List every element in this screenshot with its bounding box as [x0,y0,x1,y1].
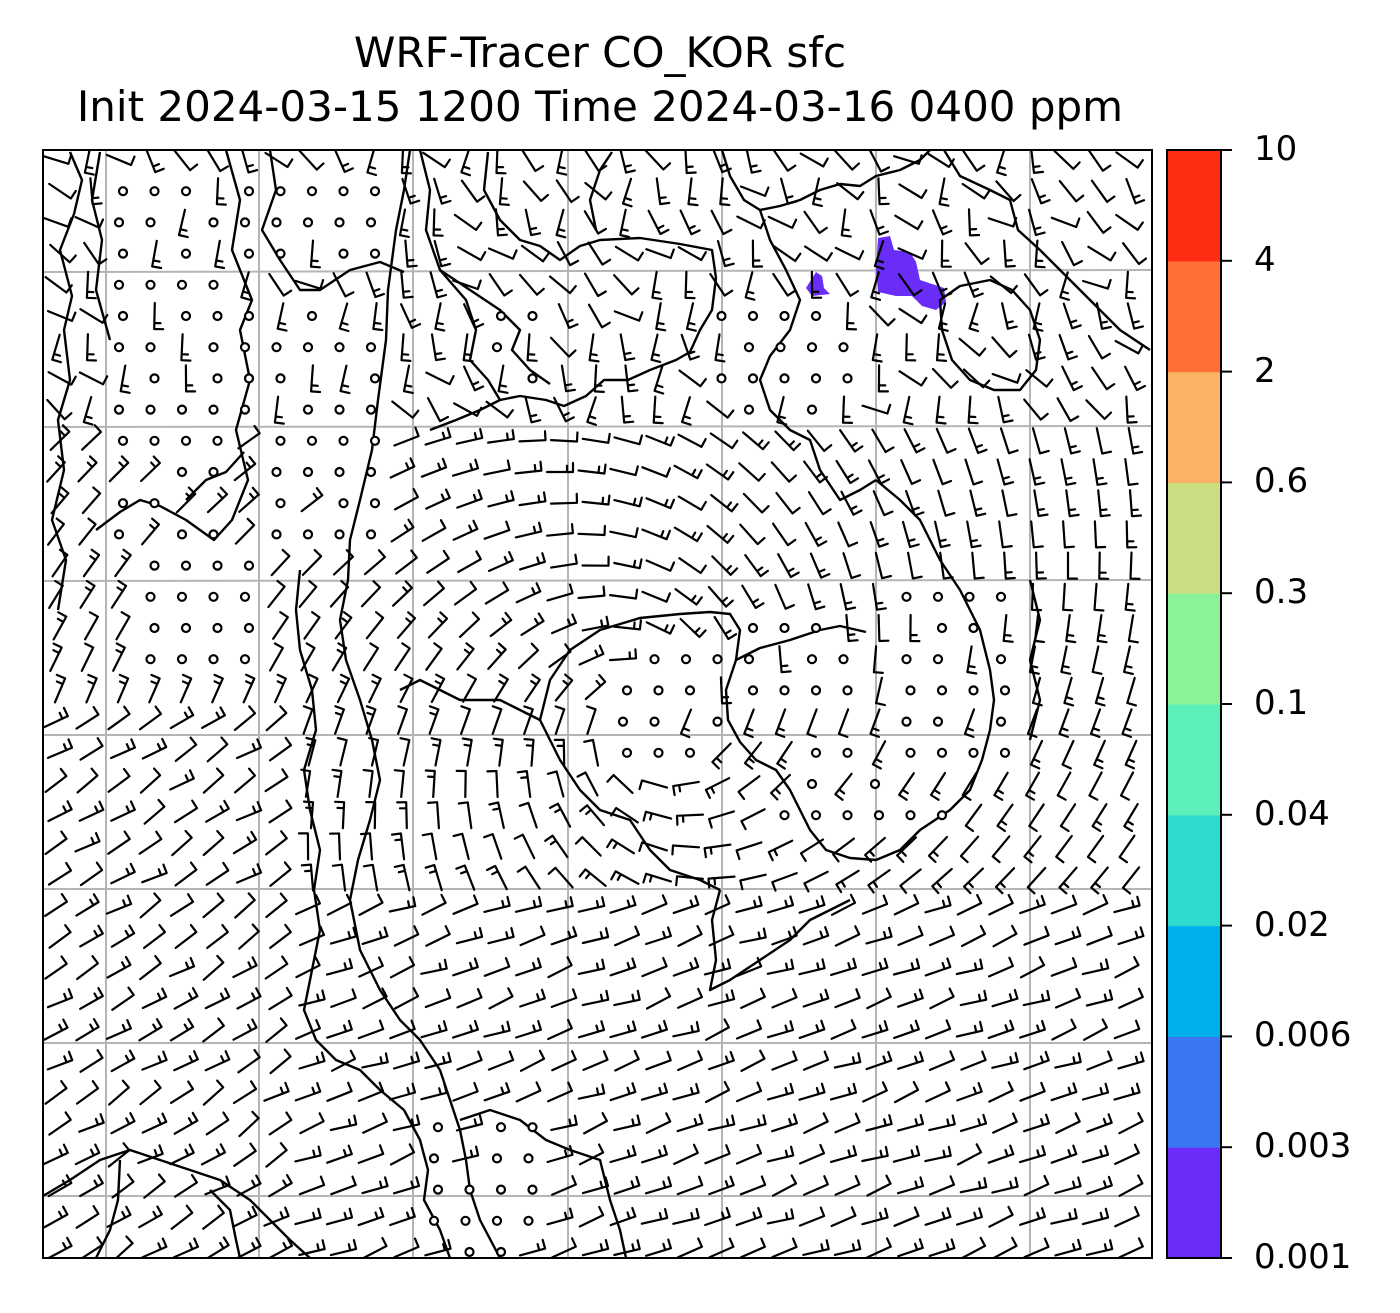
colorbar-tick-label: 0.1 [1254,683,1309,723]
calm-wind-markers [113,186,1011,1258]
title-line-1: WRF-Tracer CO_KOR sfc [353,28,847,77]
colorbar-band [1167,1147,1221,1259]
colorbar-tick-label: 2 [1254,350,1276,391]
colorbar-band [1167,482,1221,594]
coastlines [43,150,1151,1258]
colorbar-tick-label: 0.006 [1254,1015,1352,1056]
colorbar-band [1167,925,1221,1037]
colorbar-tick-label: 4 [1254,239,1276,280]
colorbar-tick-label: 0.02 [1254,904,1330,945]
title-line-2: Init 2024-03-15 1200 Time 2024-03-16 040… [76,82,1124,131]
colorbar-band [1167,150,1221,262]
colorbar-tick-label: 0.001 [1254,1237,1352,1277]
colorbar-band [1167,814,1221,927]
colorbar-band [1167,593,1221,705]
colorbar-band [1167,371,1221,483]
colorbar-band [1167,704,1221,816]
map-frame [42,149,1153,1259]
colorbar-tick-label: 0.003 [1254,1126,1352,1167]
colorbar-tick-label: 10 [1254,129,1298,169]
map-area [43,150,1152,1258]
colorbar [1167,149,1232,1259]
colorbar-tick-label: 0.04 [1254,793,1330,834]
colorbar-frame [1166,149,1222,1259]
colorbar-band [1167,1036,1221,1148]
colorbar-tick-label: 0.6 [1254,461,1309,502]
wind-barbs [43,150,1148,1258]
colorbar-tick-label: 0.3 [1254,572,1309,613]
colorbar-band [1167,260,1221,373]
